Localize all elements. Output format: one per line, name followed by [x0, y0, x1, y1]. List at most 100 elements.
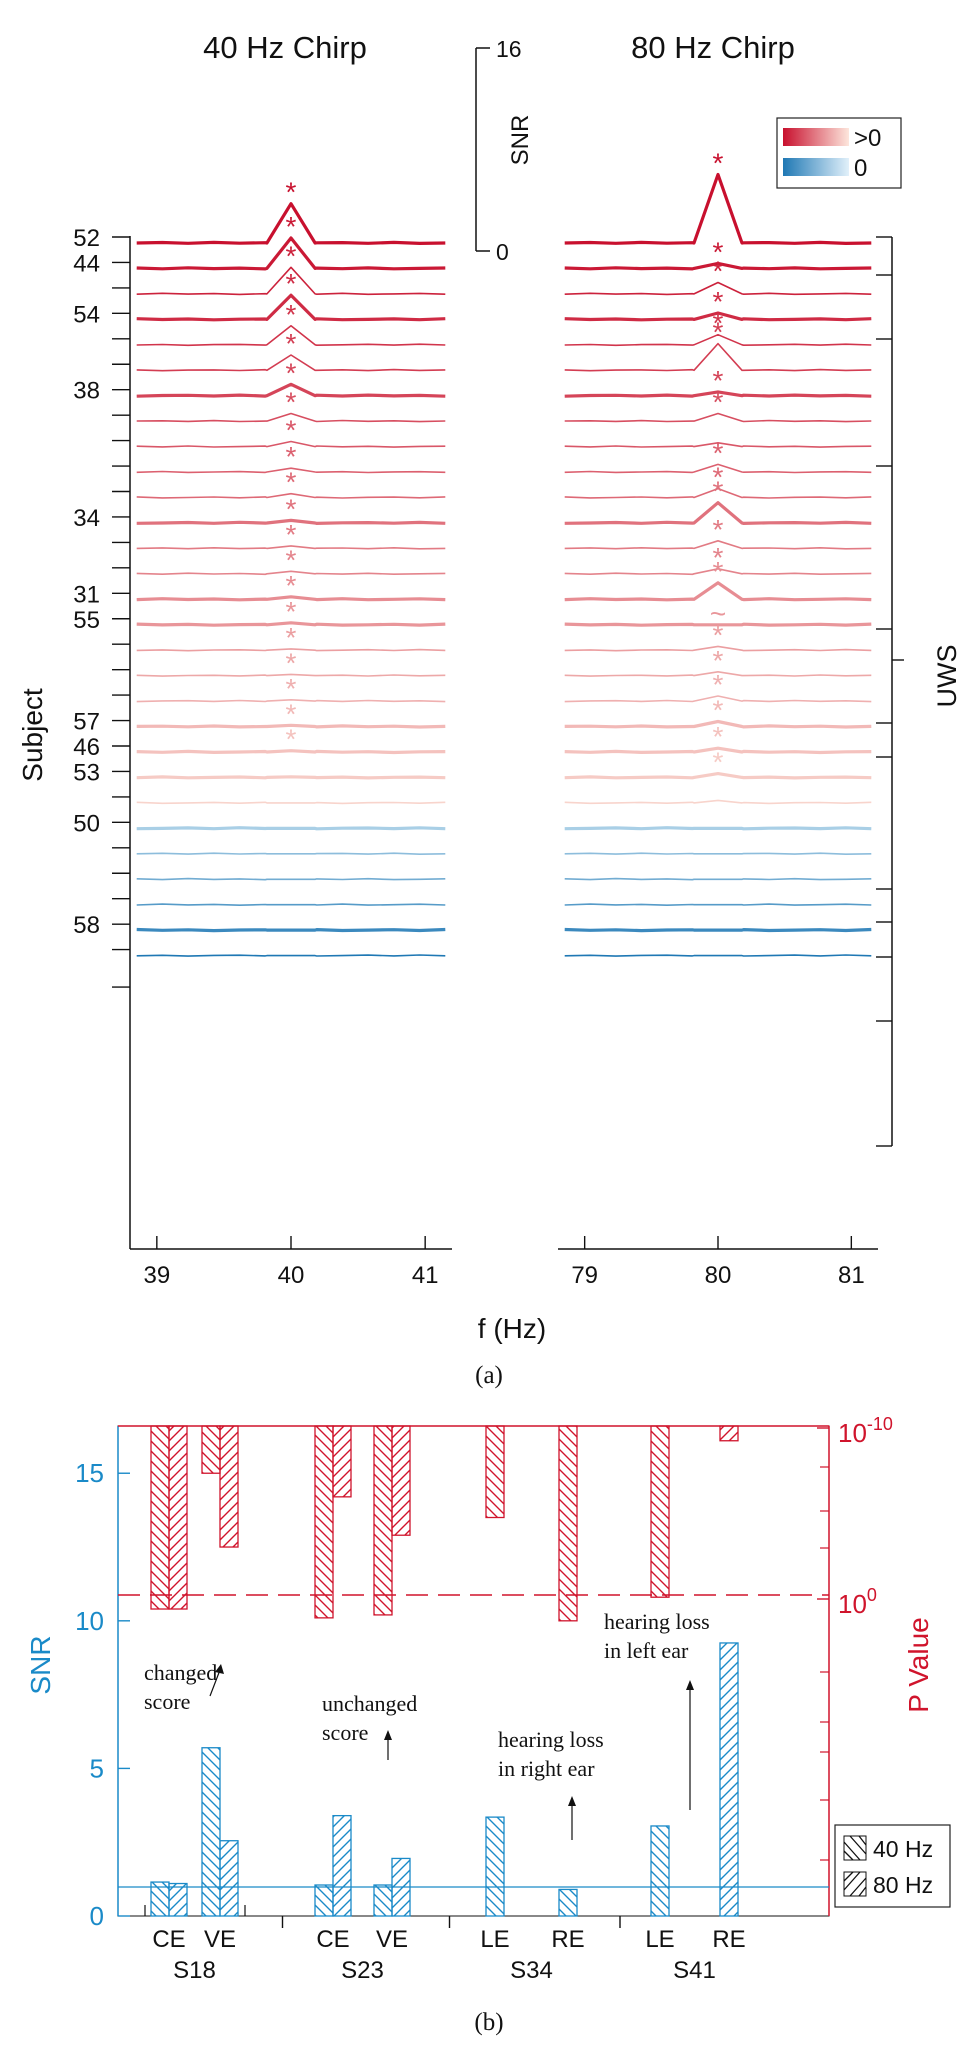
p-bar-80hz — [391, 1425, 411, 1536]
snr-bar-40hz — [485, 1816, 505, 1917]
significance-marker: * — [713, 255, 724, 286]
trace-80hz — [564, 311, 872, 322]
snr-tick-label: 5 — [90, 1753, 104, 1783]
legend-80hz-swatch — [843, 1871, 867, 1897]
trace-40hz — [136, 293, 446, 322]
trace-80hz — [564, 927, 872, 933]
snr-scale: 16 0 SNR — [475, 36, 534, 265]
significance-marker: * — [286, 570, 297, 601]
trace-80hz — [564, 261, 872, 271]
significance-marker: * — [713, 286, 724, 317]
p-tick-label: 10-10 — [838, 1414, 893, 1448]
legend-40hz-label: 40 Hz — [873, 1836, 933, 1862]
significance-marker: * — [286, 493, 297, 524]
p-bar-80hz — [219, 1425, 239, 1548]
trace-80hz — [564, 501, 872, 525]
p-bar-80hz — [168, 1425, 188, 1610]
significance-marker: * — [286, 698, 297, 729]
trace-40hz — [136, 545, 446, 550]
snr-bar-80hz — [332, 1814, 352, 1917]
subject-label: 44 — [73, 250, 100, 277]
trace-40hz — [136, 440, 446, 448]
snr-tick-label: 0 — [90, 1901, 104, 1931]
x-tick-label: 41 — [412, 1262, 439, 1289]
significance-marker: * — [713, 721, 724, 752]
p-bar-80hz — [719, 1425, 739, 1442]
x-tick-label: 80 — [705, 1262, 732, 1289]
trace-40hz — [136, 595, 446, 602]
snr-scale-bottom-label: 0 — [496, 239, 509, 265]
trace-80hz — [564, 390, 872, 398]
significance-marker: * — [286, 467, 297, 498]
significance-marker: * — [286, 441, 297, 472]
x-tick-label: 40 — [278, 1262, 305, 1289]
condition-label: LE — [645, 1926, 674, 1953]
trace-80hz — [564, 568, 872, 576]
trace-80hz — [564, 172, 872, 245]
trace-80hz — [564, 719, 872, 729]
p-bar-40hz — [485, 1425, 505, 1519]
trace-80hz — [564, 581, 872, 602]
subject-label: 58 — [73, 912, 100, 939]
trace-80hz — [564, 342, 872, 372]
significance-marker: * — [713, 694, 724, 725]
trace-80hz — [564, 695, 872, 703]
p-bar-40hz — [650, 1425, 670, 1598]
trace-80hz — [564, 826, 872, 831]
condition-label: RE — [551, 1926, 584, 1953]
significance-marker: * — [713, 147, 724, 178]
p-axis-ticks: 10-10 100 — [817, 1414, 893, 1861]
trace-80hz — [564, 463, 872, 474]
trace-40hz — [136, 954, 446, 957]
trace-80hz — [564, 954, 872, 957]
snr-bar-80hz — [219, 1840, 239, 1917]
snr-bar-40hz — [373, 1884, 393, 1917]
legend-red-swatch — [783, 128, 849, 146]
snr-bar-40hz — [558, 1888, 578, 1917]
significance-marker: * — [713, 317, 724, 348]
trace-80hz — [564, 487, 872, 499]
snr-bar-80hz — [168, 1882, 188, 1917]
panel-a: 40 Hz Chirp 80 Hz Chirp 16 0 SNR >0 0 52… — [17, 30, 962, 1389]
snr-tick-label: 10 — [75, 1606, 104, 1636]
trace-40hz — [136, 354, 446, 372]
trace-80hz — [564, 412, 872, 423]
trace-80hz — [564, 852, 872, 855]
subject-label: 34 — [73, 505, 100, 532]
snr-bar-80hz — [719, 1642, 739, 1917]
trace-40hz — [136, 673, 446, 677]
significance-marker: * — [286, 673, 297, 704]
significance-marker: * — [713, 619, 724, 650]
subject-group-label: S34 — [510, 1957, 553, 1984]
condition-label: LE — [480, 1926, 509, 1953]
panel-a-legend: >0 0 — [776, 117, 902, 189]
trace-40hz — [136, 202, 446, 245]
uws-label: UWS — [932, 645, 962, 708]
trace-40hz — [136, 382, 446, 398]
snr-bar-80hz — [391, 1857, 411, 1917]
p-bar-40hz — [373, 1425, 393, 1616]
trace-40hz — [136, 775, 446, 780]
panel-b-label: (b) — [474, 2009, 503, 2036]
legend-blue-swatch — [783, 158, 849, 176]
trace-80hz — [564, 799, 872, 805]
trace-80hz — [564, 333, 872, 347]
trace-40hz — [136, 518, 446, 525]
trace-40hz — [136, 801, 446, 805]
trace-40hz — [136, 412, 446, 423]
trace-40hz — [136, 826, 446, 831]
trace-80hz — [564, 877, 872, 881]
trace-40hz — [136, 621, 446, 627]
trace-40hz — [136, 749, 446, 755]
subject-label: 53 — [73, 759, 100, 786]
p-bar-80hz — [332, 1425, 352, 1498]
subject-label: 54 — [73, 301, 100, 328]
trace-80hz — [564, 540, 872, 550]
subject-label: 46 — [73, 734, 100, 761]
significance-marker: * — [713, 645, 724, 676]
significance-marker: * — [713, 542, 724, 573]
x-tick-label: 81 — [838, 1262, 865, 1289]
trace-40hz — [136, 325, 446, 347]
trace-80hz — [564, 281, 872, 296]
significance-marker: * — [286, 177, 297, 208]
